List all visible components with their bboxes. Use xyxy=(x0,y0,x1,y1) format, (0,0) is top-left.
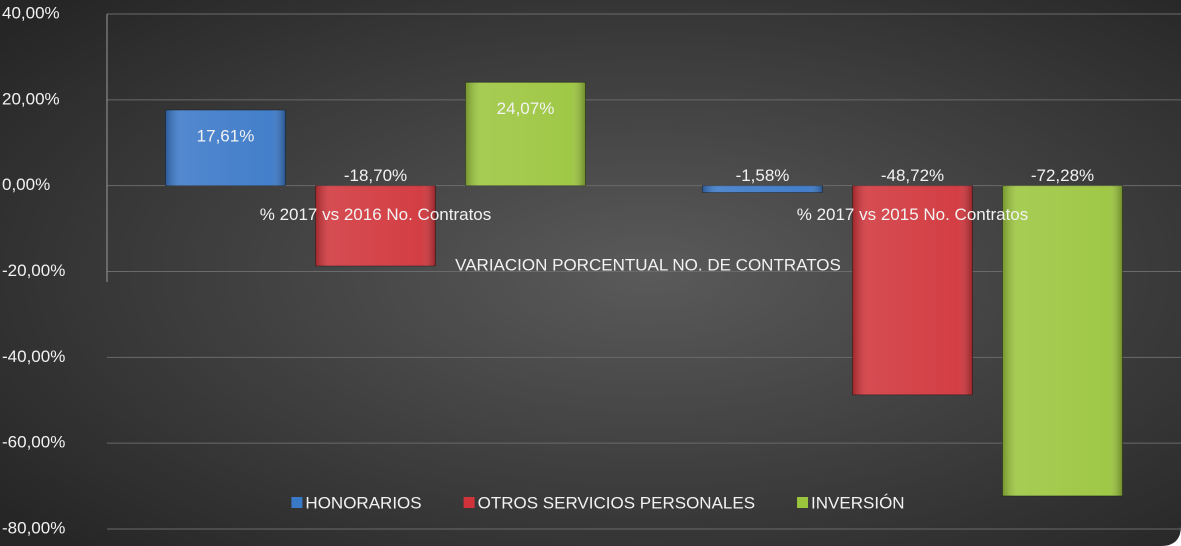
data-label: 17,61% xyxy=(197,127,255,146)
legend-label: INVERSIÓN xyxy=(811,493,905,512)
y-tick-label: 0,00% xyxy=(2,175,50,194)
axis-title: VARIACION PORCENTUAL NO. DE CONTRATOS xyxy=(455,255,841,274)
x-tick-label: % 2017 vs 2016 No. Contratos xyxy=(260,205,492,224)
data-label: -48,72% xyxy=(881,166,944,185)
legend-swatch xyxy=(463,497,475,508)
y-tick-label: -80,00% xyxy=(2,518,65,537)
legend-label: OTROS SERVICIOS PERSONALES xyxy=(478,493,755,512)
data-label: 24,07% xyxy=(497,99,555,118)
y-tick-label: 40,00% xyxy=(2,3,60,22)
y-tick-label: -20,00% xyxy=(2,261,65,280)
data-label: -1,58% xyxy=(736,166,790,185)
bar xyxy=(1002,185,1123,497)
bar xyxy=(165,109,286,187)
legend-swatch xyxy=(797,497,809,508)
data-label: -18,70% xyxy=(344,166,407,185)
y-tick-label: -40,00% xyxy=(2,347,65,366)
data-label: -72,28% xyxy=(1031,166,1094,185)
x-tick-label: % 2017 vs 2015 No. Contratos xyxy=(797,205,1029,224)
legend-swatch xyxy=(291,497,303,508)
bar xyxy=(315,185,436,267)
y-tick-label: 20,00% xyxy=(2,89,60,108)
legend-label: HONORARIOS xyxy=(305,493,421,512)
bar xyxy=(702,185,823,193)
legend: HONORARIOS OTROS SERVICIOS PERSONALES INVE… xyxy=(291,493,905,512)
y-tick-label: -60,00% xyxy=(2,433,65,452)
